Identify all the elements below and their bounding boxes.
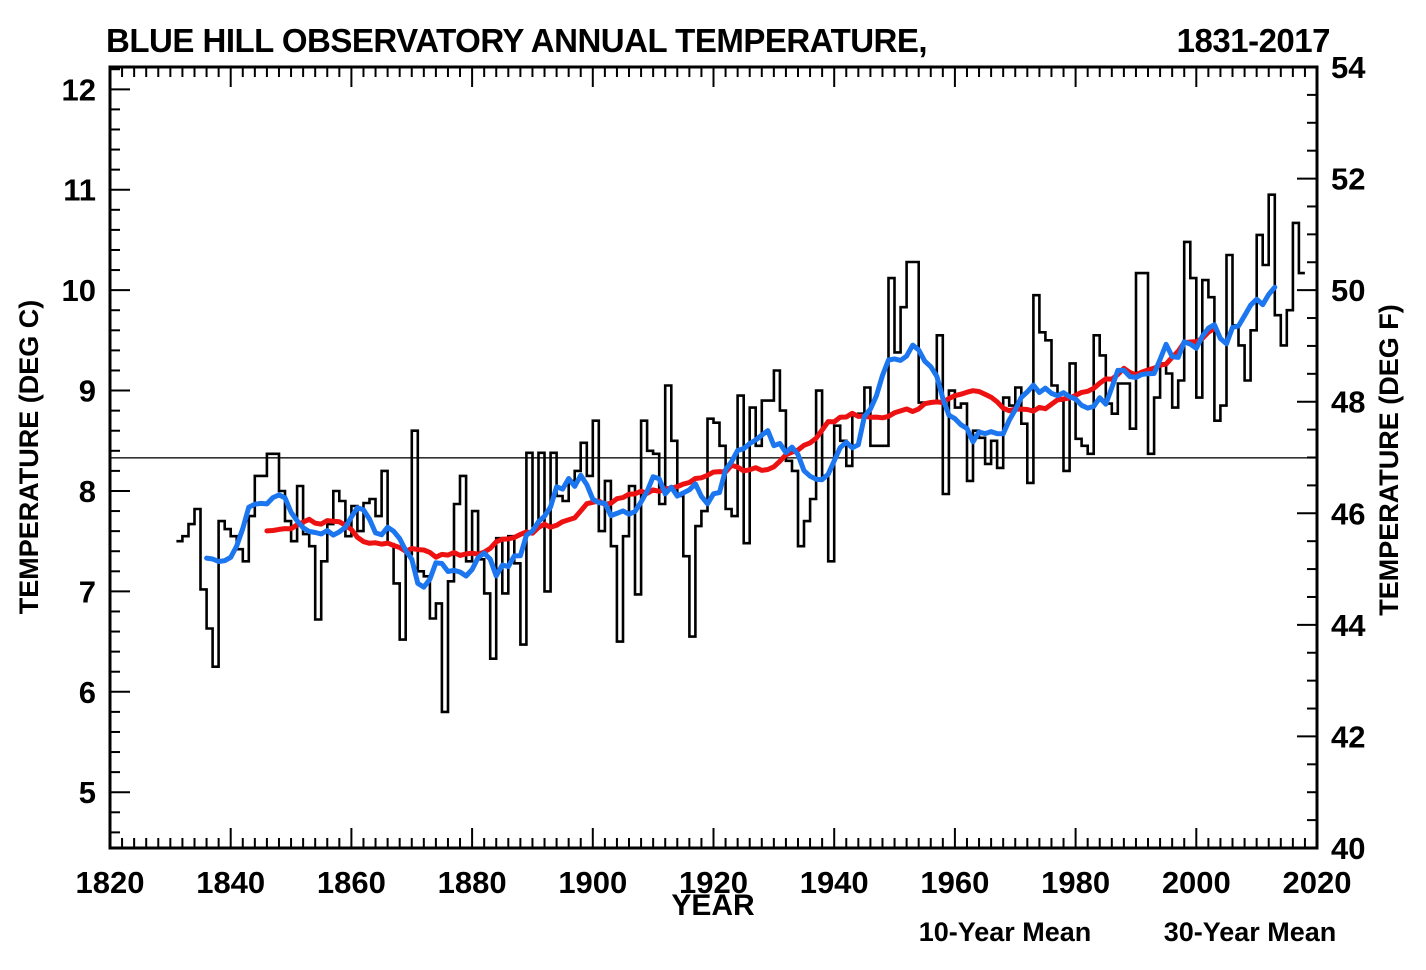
y-axis-f-labels: 40 42 44 46 48 50 52 54 bbox=[1331, 50, 1366, 866]
y-tick-label-f: 54 bbox=[1331, 50, 1366, 85]
legend-30-year-mean: 30-Year Mean bbox=[1164, 917, 1337, 947]
x-tick-label: 1980 bbox=[1041, 865, 1110, 900]
x-axis-ticks bbox=[109, 67, 1318, 848]
y-axis-c-labels: 5 6 7 8 9 10 11 12 bbox=[62, 72, 96, 810]
y-tick-label-f: 46 bbox=[1331, 496, 1365, 531]
y-tick-label-c: 6 bbox=[79, 675, 96, 710]
y-tick-label-c: 10 bbox=[62, 273, 96, 308]
plot-frame bbox=[108, 65, 1319, 850]
plot-area: 1820 1840 1860 1880 1900 1920 1940 1960 1980 2000… bbox=[62, 50, 1367, 900]
x-tick-label: 2000 bbox=[1162, 865, 1231, 900]
y-axis-title-right: TEMPERATURE (DEG F) bbox=[1374, 304, 1404, 616]
y-tick-label-f: 48 bbox=[1331, 385, 1365, 420]
ten-year-mean-path bbox=[204, 284, 1278, 590]
x-tick-label: 1840 bbox=[196, 865, 265, 900]
y-tick-label-c: 11 bbox=[63, 173, 96, 208]
x-tick-label: 1960 bbox=[920, 865, 989, 900]
x-tick-label: 1880 bbox=[438, 865, 507, 900]
page-title-range: 1831-2017 bbox=[1177, 22, 1330, 59]
annual-series-path bbox=[176, 193, 1305, 714]
y-tick-label-c: 8 bbox=[79, 474, 96, 509]
legend-10-year-mean: 10-Year Mean bbox=[919, 917, 1092, 947]
thirty-year-mean-path bbox=[264, 326, 1217, 560]
y-tick-label-f: 44 bbox=[1331, 608, 1366, 643]
x-tick-label: 2020 bbox=[1283, 865, 1352, 900]
x-tick-label: 1860 bbox=[317, 865, 386, 900]
y-axis-c-ticks bbox=[110, 68, 130, 834]
y-tick-label-f: 40 bbox=[1331, 831, 1365, 866]
y-tick-label-f: 52 bbox=[1331, 162, 1365, 197]
x-tick-label: 1820 bbox=[76, 865, 145, 900]
page-title: BLUE HILL OBSERVATORY ANNUAL TEMPERATURE… bbox=[106, 22, 927, 59]
x-tick-label: 1900 bbox=[558, 865, 627, 900]
x-axis-labels: 1820 1840 1860 1880 1900 1920 1940 1960 1980 2000… bbox=[76, 865, 1352, 900]
y-tick-label-f: 50 bbox=[1331, 273, 1365, 308]
x-tick-label: 1940 bbox=[800, 865, 869, 900]
y-axis-title-left: TEMPERATURE (DEG C) bbox=[14, 300, 44, 615]
y-tick-label-c: 5 bbox=[79, 775, 96, 810]
y-tick-label-c: 7 bbox=[79, 574, 96, 609]
y-tick-label-c: 9 bbox=[79, 374, 96, 409]
x-tick-label: 1920 bbox=[679, 865, 748, 900]
x-axis-title: YEAR bbox=[671, 889, 755, 922]
y-tick-label-c: 12 bbox=[62, 72, 96, 107]
y-tick-label-f: 42 bbox=[1331, 719, 1365, 754]
